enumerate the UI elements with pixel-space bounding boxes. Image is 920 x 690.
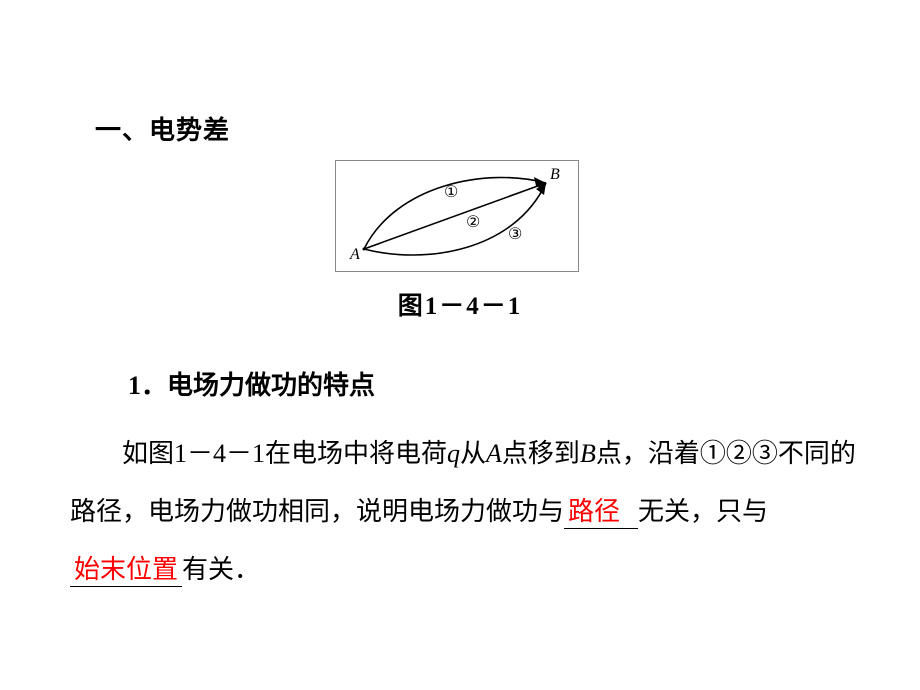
path-label-2: ② [466,214,480,231]
fill-answer-2: 始末位置 [74,555,178,584]
figure-caption: 图1－4－1 [0,286,920,322]
body-text-5: 无关，只与 [638,497,768,526]
sub-heading: 1．电场力做功的特点 [128,365,375,402]
point-b-label: B [550,166,560,183]
fill-answer-1: 路径 [568,497,620,526]
body-paragraph: 如图1－4－1在电场中将电荷q从A点移到B点，沿着①②③不同的路径，电场力做功相… [70,425,870,599]
var-q: q [447,439,460,468]
body-text-1: 如图1－4－1在电场中将电荷 [122,439,447,468]
path-label-3: ③ [508,226,522,243]
figure-diagram: ① ② ③ A B [335,160,579,272]
body-text-2: 从 [460,439,486,468]
var-B: B [580,439,596,468]
section-title: 一、电势差 [95,110,230,147]
fill-blank-2: 始末位置 [70,554,182,587]
paths-svg: ① ② ③ A B [336,161,578,271]
var-A: A [486,439,502,468]
path-label-1: ① [444,184,458,201]
document-page: 一、电势差 ① ② ③ A B 图1－4－1 1．电场力做功的特点 [0,0,920,690]
point-a-label: A [349,246,360,263]
body-text-3: 点移到 [502,439,580,468]
body-text-6: 有关． [182,555,260,584]
fill-blank-1: 路径 [564,496,638,529]
